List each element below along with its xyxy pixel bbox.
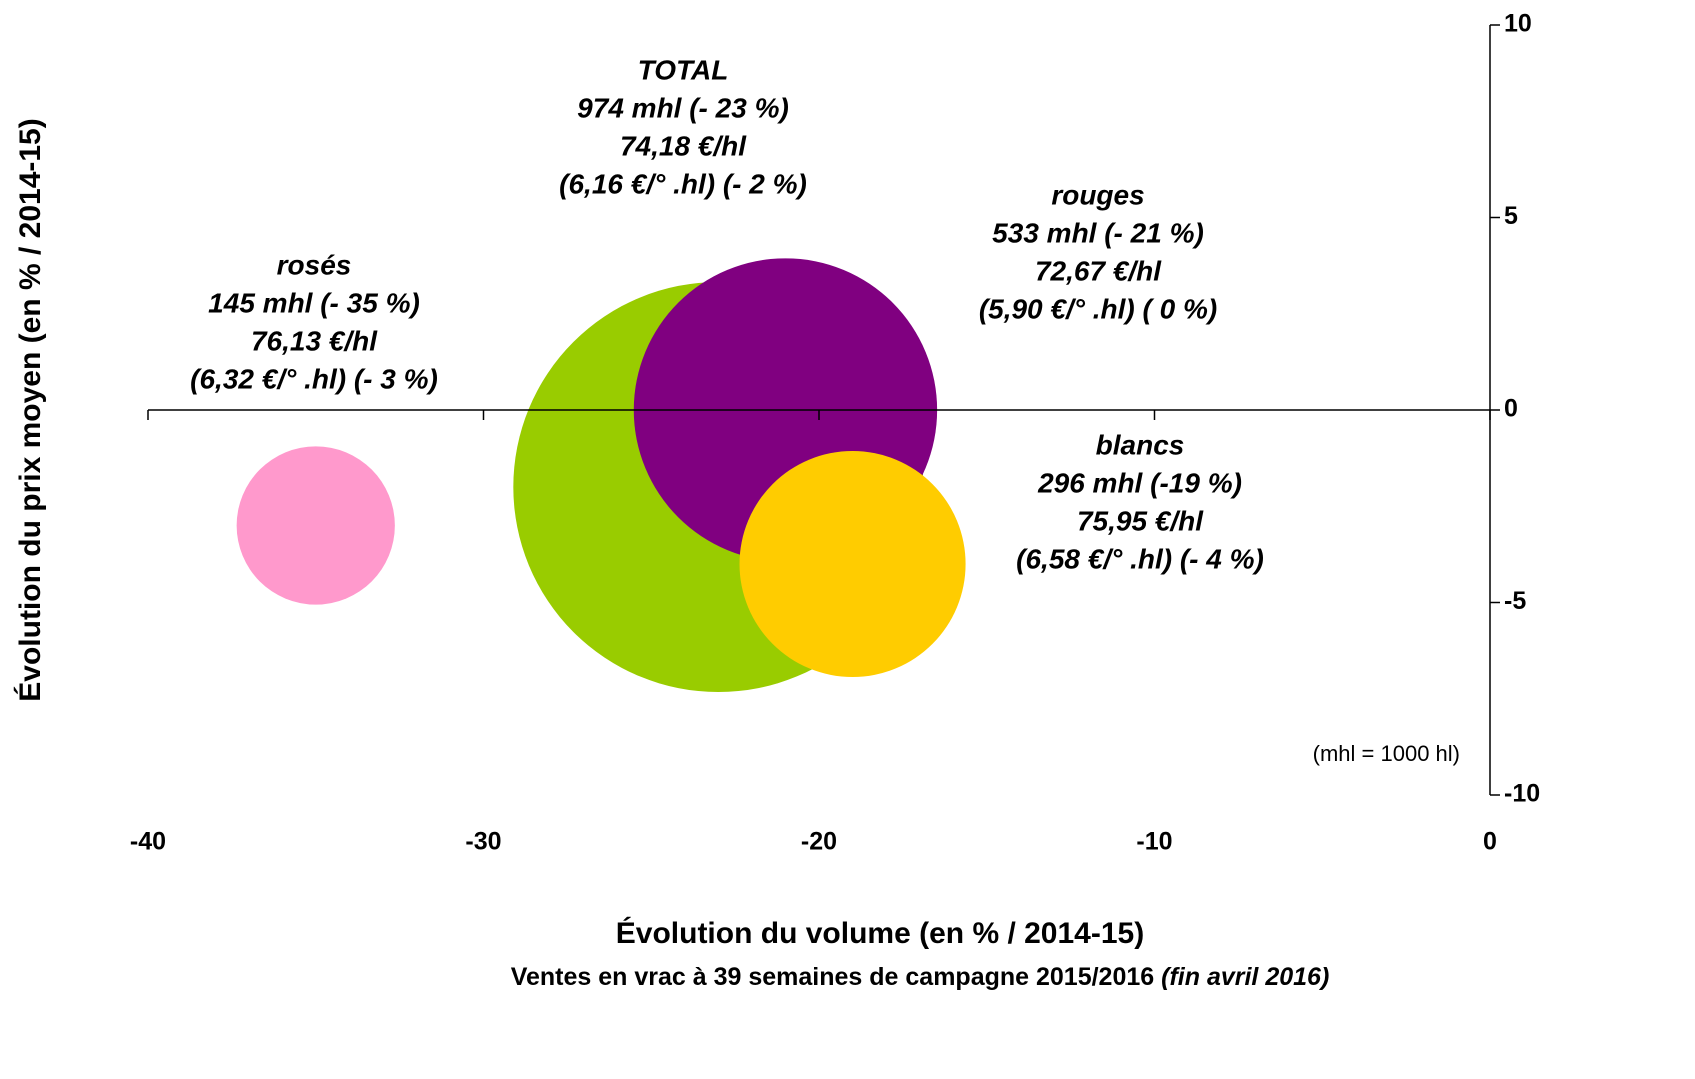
bubble-label-line: (6,16 €/° .hl) (- 2 %)	[559, 168, 807, 199]
bubble-label-line: 296 mhl (-19 %)	[1037, 467, 1242, 498]
y-tick-label: -5	[1504, 587, 1526, 615]
bubble-label-line: (6,32 €/° .hl) (- 3 %)	[190, 363, 438, 394]
bubble-label-line: (5,90 €/° .hl) ( 0 %)	[979, 293, 1217, 324]
bubble-label-line: 75,95 €/hl	[1077, 505, 1204, 536]
x-axis-title: Évolution du volume (en % / 2014-15)	[616, 916, 1144, 950]
y-tick-label: 0	[1504, 395, 1518, 423]
bubble-label-line: 74,18 €/hl	[620, 130, 747, 161]
bubble	[236, 446, 395, 605]
bubble	[739, 450, 966, 678]
x-tick-label: -30	[465, 828, 501, 856]
subtitle-main: Ventes en vrac à 39 semaines de campagne…	[511, 963, 1154, 991]
subtitle: Ventes en vrac à 39 semaines de campagne…	[511, 963, 1330, 991]
bubble-label-line: 533 mhl (- 21 %)	[992, 217, 1204, 248]
bubble-label-name: TOTAL	[638, 54, 729, 85]
subtitle-note: (fin avril 2016)	[1161, 963, 1329, 991]
x-tick-label: -40	[130, 828, 166, 856]
bubble-label-name: blancs	[1096, 429, 1185, 460]
x-tick-label: -10	[1136, 828, 1172, 856]
x-tick-label: -20	[801, 828, 837, 856]
y-tick-label: -10	[1504, 780, 1540, 808]
bubble-label-name: rosés	[277, 249, 352, 280]
bubble-label-line: 72,67 €/hl	[1035, 255, 1162, 286]
bubble-label-line: 145 mhl (- 35 %)	[208, 287, 420, 318]
y-tick-label: 5	[1504, 202, 1518, 230]
bubble-label-line: 76,13 €/hl	[251, 325, 378, 356]
bubble-label-name: rouges	[1051, 179, 1144, 210]
y-axis-title: Évolution du prix moyen (en % / 2014-15)	[13, 118, 47, 701]
bubble-label-line: (6,58 €/° .hl) (- 4 %)	[1016, 543, 1264, 574]
note: (mhl = 1000 hl)	[1313, 741, 1460, 766]
y-tick-label: 10	[1504, 10, 1532, 38]
bubble-label-line: 974 mhl (- 23 %)	[577, 92, 789, 123]
x-tick-label: 0	[1483, 828, 1497, 856]
